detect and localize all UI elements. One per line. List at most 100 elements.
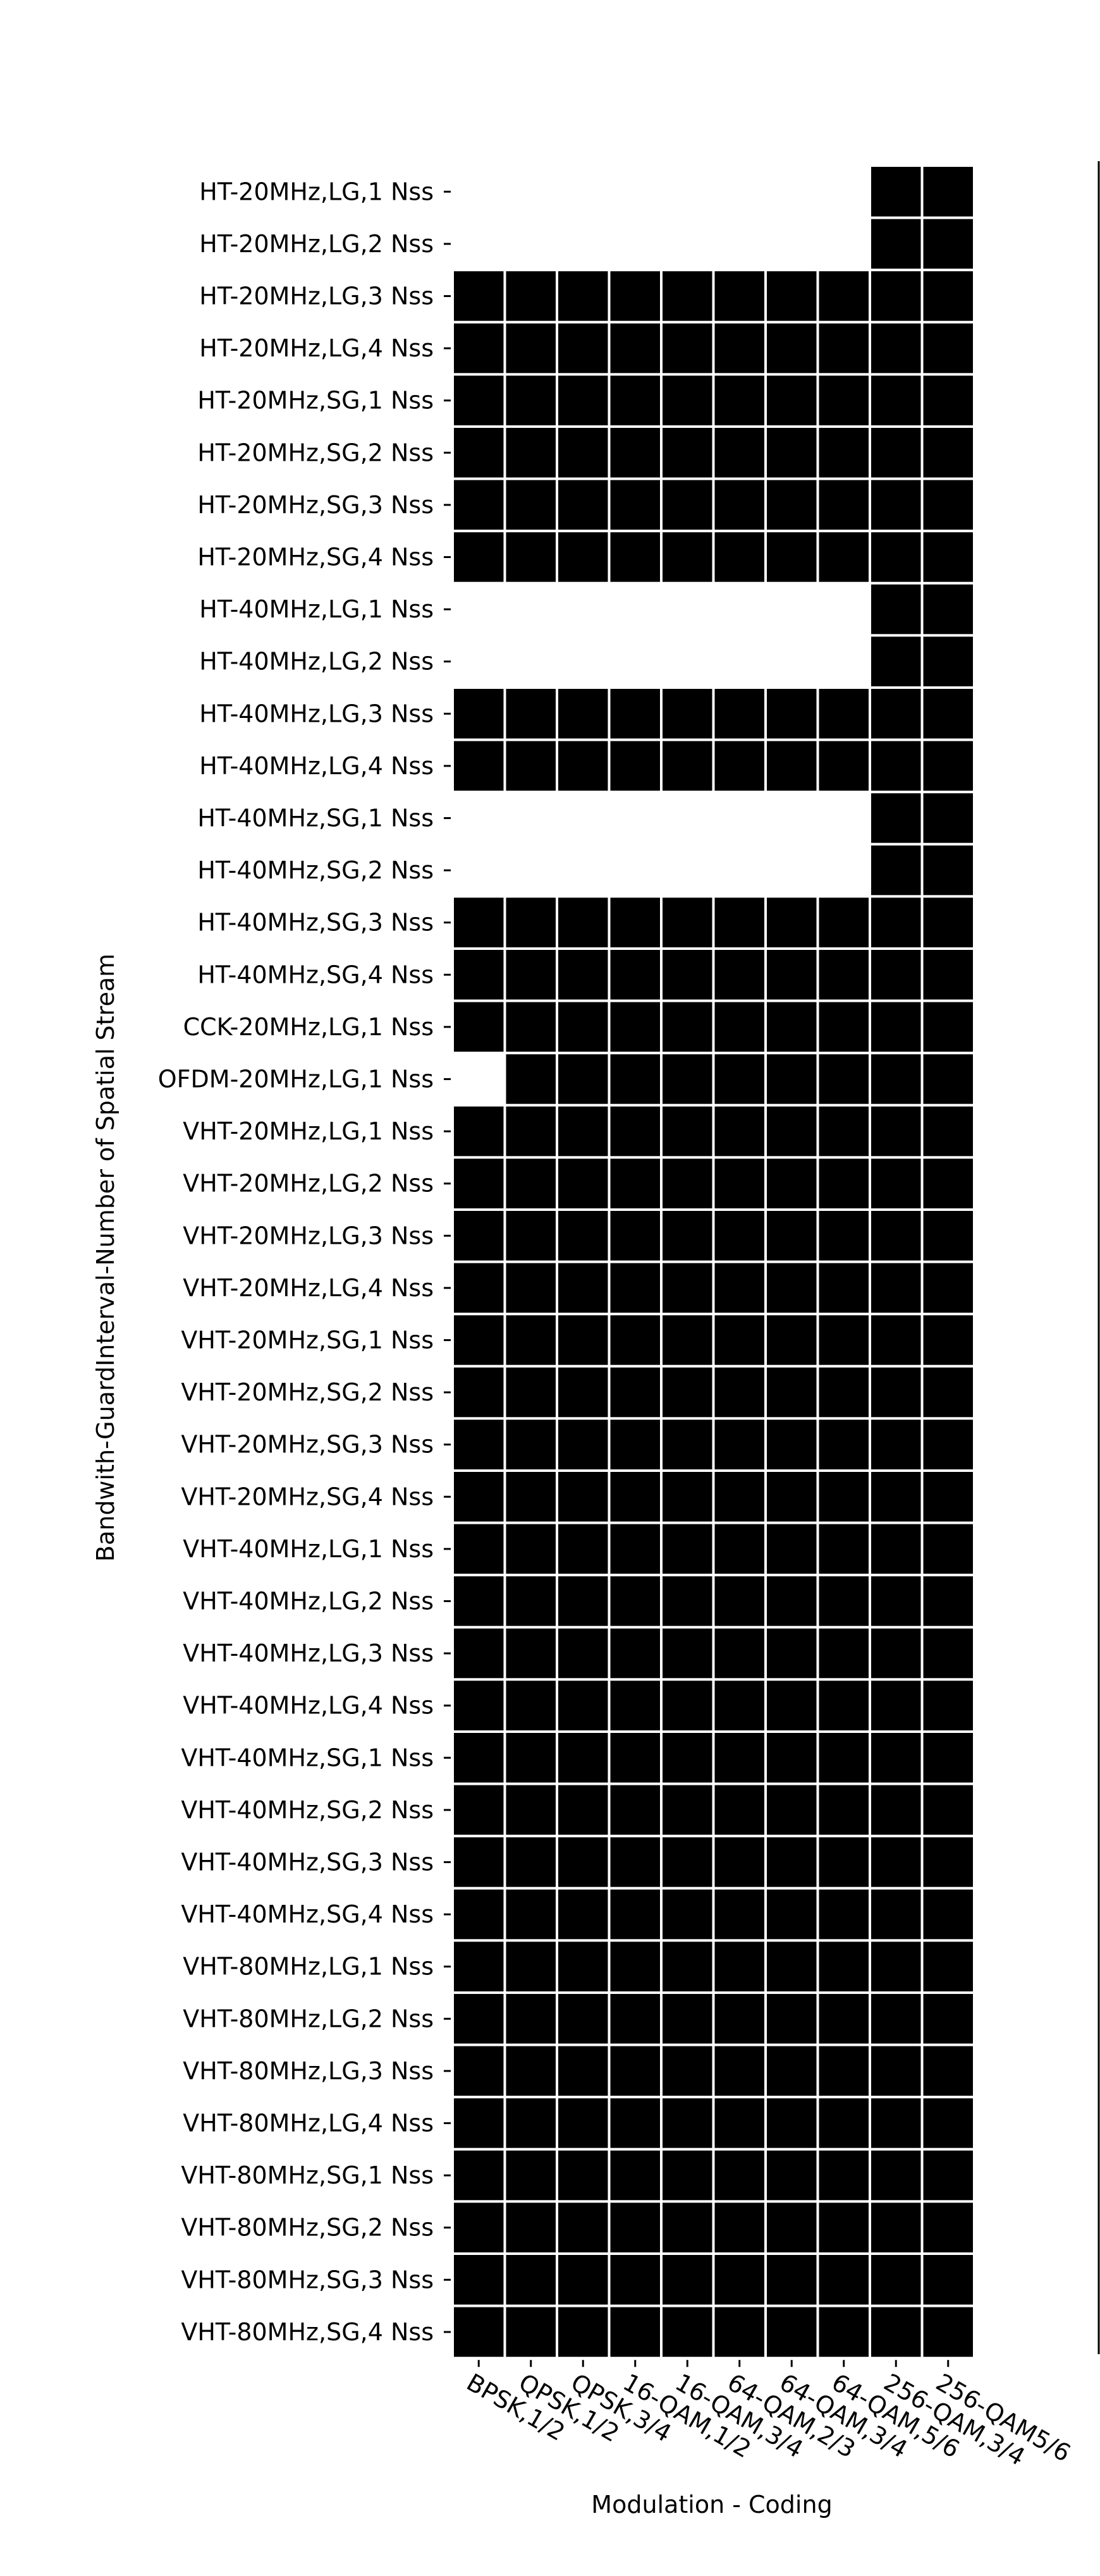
heatmap-cell [503,1469,558,1524]
row-label: VHT-40MHz,LG,3 Nss [183,1639,434,1667]
heatmap-cell [869,425,924,480]
heatmap-cell [503,999,558,1055]
heatmap-cell [660,1052,715,1107]
heatmap-cell [556,634,611,690]
heatmap-cell [712,2200,767,2255]
heatmap-cell [660,2043,715,2099]
heatmap-cell [712,216,767,272]
heatmap-cell [712,1313,767,1368]
heatmap-cell [764,530,819,585]
heatmap-cell [660,164,715,219]
heatmap-cell [451,425,506,480]
row-label: VHT-40MHz,SG,1 Nss [181,1744,434,1771]
heatmap-cell [556,2096,611,2151]
heatmap-cell [660,2096,715,2151]
heatmap-cell [869,1521,924,1577]
heatmap-cell [608,2096,663,2151]
heatmap-cell [608,791,663,846]
heatmap-cell [660,791,715,846]
heatmap-cell [556,1886,611,1942]
heatmap-cell [451,2304,506,2360]
heatmap-cell [712,686,767,741]
heatmap-cell [920,842,975,898]
heatmap-cell [556,895,611,951]
heatmap-cell [816,1103,871,1159]
heatmap-cell [712,895,767,951]
heatmap-cell [816,581,871,637]
heatmap-cell [556,581,611,637]
heatmap-cell [503,1625,558,1681]
heatmap-cell [503,1782,558,1838]
heatmap-cell [920,320,975,376]
heatmap-cell [764,2252,819,2307]
heatmap-cell [712,1991,767,2046]
heatmap-cell [451,1782,506,1838]
heatmap-cell [556,1313,611,1368]
heatmap-cell [660,1782,715,1838]
row-label: VHT-20MHz,SG,2 Nss [181,1378,434,1406]
heatmap-cell [556,999,611,1055]
heatmap-cell [660,425,715,480]
heatmap-cell [712,1364,767,1420]
heatmap-cell [451,164,506,219]
heatmap-cell [920,1103,975,1159]
heatmap-cell [451,1886,506,1942]
row-label: CCK-20MHz,LG,1 Nss [183,1013,434,1041]
heatmap-cell [920,2304,975,2360]
heatmap-cell [660,1156,715,1212]
heatmap-cell [660,999,715,1055]
heatmap-cell [712,425,767,480]
heatmap-cell [608,738,663,794]
heatmap-cell [556,530,611,585]
heatmap-cell [869,320,924,376]
heatmap-cell [608,2043,663,2099]
heatmap-cell [556,1730,611,1785]
heatmap-cell [764,947,819,1002]
heatmap-cell [556,1364,611,1420]
heatmap-cell [869,2096,924,2151]
heatmap-cell [869,2200,924,2255]
heatmap-cell [920,1521,975,1577]
heatmap-cell [608,581,663,637]
heatmap-cell [503,2252,558,2307]
heatmap-cell [608,164,663,219]
heatmap-cell [764,373,819,428]
heatmap-cell [869,1574,924,1629]
heatmap-cell [503,2148,558,2203]
heatmap-cell [712,947,767,1002]
heatmap-cell [764,1730,819,1785]
column-labels: BPSK,1/2QPSK,1/2QPSK,3/416-QAM,1/216-QAM… [462,2360,1075,2471]
heatmap-cell [712,842,767,898]
row-label: HT-20MHz,SG,4 Nss [197,544,434,571]
heatmap-cell [764,1469,819,1524]
heatmap-cell [816,1313,871,1368]
heatmap-cell [503,895,558,951]
heatmap-cell [556,1208,611,1263]
heatmap-cell [503,1364,558,1420]
heatmap-cell [451,947,506,1002]
heatmap-cell [816,320,871,376]
heatmap-cell [816,1625,871,1681]
heatmap-cell [660,1521,715,1577]
heatmap-cell [556,1103,611,1159]
row-label: HT-20MHz,LG,3 Nss [199,283,434,310]
heatmap-cell [920,634,975,690]
y-axis-label: Bandwith-GuardInterval-Number of Spatial… [92,954,119,1562]
heatmap-cell [451,1260,506,1316]
heatmap-cell [869,477,924,533]
heatmap-cell [503,738,558,794]
heatmap-cell [816,1208,871,1263]
heatmap-cell [608,1782,663,1838]
heatmap-cell [556,947,611,1002]
heatmap-cell [816,1417,871,1472]
heatmap-cell [660,1991,715,2046]
heatmap-cell [920,686,975,741]
heatmap-cell [816,477,871,533]
heatmap-cell [764,1260,819,1316]
heatmap-cell [764,1886,819,1942]
heatmap-cell [869,2304,924,2360]
heatmap-cell [816,1574,871,1629]
heatmap-cell [451,269,506,324]
heatmap-cell [869,1052,924,1107]
